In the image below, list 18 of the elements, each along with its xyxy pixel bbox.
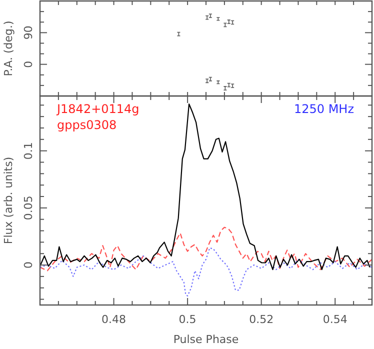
y-tick-label: 90	[22, 26, 35, 40]
annotation: 1250 MHz	[294, 102, 354, 116]
x-tick-label: 0.54	[322, 313, 348, 326]
y-tick-label: 0.1	[22, 142, 35, 160]
y-axis-title: P.A. (deg.)	[2, 20, 15, 76]
annotation: gpps0308	[57, 118, 117, 132]
line-series	[40, 103, 370, 270]
line-series	[40, 247, 372, 296]
y-axis-title: Flux (arb. units)	[2, 156, 15, 244]
y-tick-label: 0	[22, 60, 35, 68]
annotation: J1842+0114g	[56, 102, 140, 116]
x-tick-label: 0.5	[178, 313, 196, 326]
line-series	[40, 226, 372, 272]
x-axis-title: Pulse Phase	[173, 333, 239, 346]
y-tick-label: 0	[22, 262, 35, 269]
x-tick-label: 0.52	[249, 313, 274, 326]
y-tick-label: 0.05	[22, 196, 35, 220]
x-tick-label: 0.48	[102, 313, 126, 326]
